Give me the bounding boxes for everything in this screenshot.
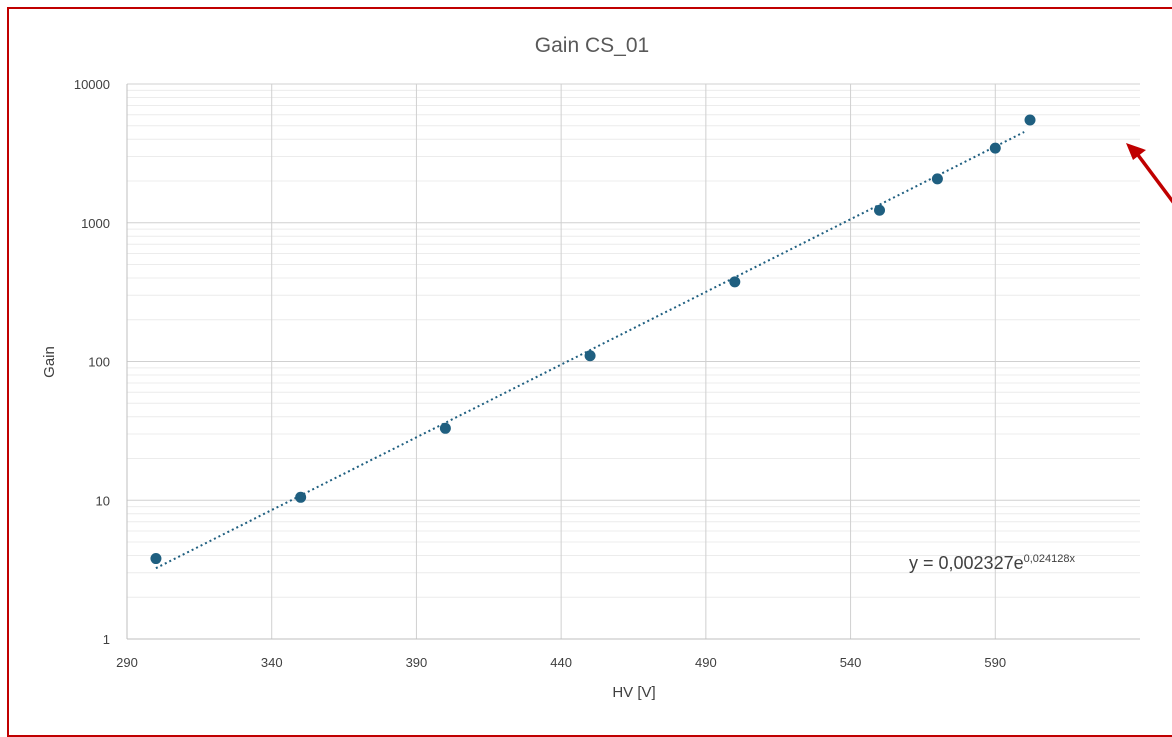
trendline-equation: y = 0,002327e0,024128x	[909, 553, 1075, 573]
data-point	[931, 173, 943, 185]
minor-gridlines	[127, 89, 1140, 598]
y-tick-label: 10	[96, 493, 110, 508]
arrow-shaft	[1136, 153, 1172, 204]
y-tick-label: 100	[88, 355, 110, 370]
arrow-head	[1126, 143, 1146, 160]
x-tick-labels: 290 340 390 440 490 540 590	[116, 655, 1006, 670]
data-points	[150, 114, 1036, 565]
trendline	[155, 131, 1025, 570]
data-point	[729, 276, 741, 288]
data-point	[989, 142, 1001, 154]
equation-base: y = 0,002327e	[909, 553, 1024, 573]
y-axis-title: Gain	[41, 346, 58, 378]
x-tick-label: 340	[261, 655, 283, 670]
x-tick-label: 440	[550, 655, 572, 670]
x-tick-label: 590	[984, 655, 1006, 670]
chart-title: Gain CS_01	[535, 34, 649, 57]
x-tick-label: 390	[406, 655, 428, 670]
data-point	[584, 350, 596, 362]
trendline-path	[155, 131, 1025, 570]
data-point	[150, 553, 162, 565]
x-tick-label: 540	[840, 655, 862, 670]
y-tick-label: 1	[103, 632, 110, 647]
x-tick-label: 490	[695, 655, 717, 670]
data-point	[874, 204, 886, 216]
y-tick-labels: 1 10 100 1000 10000	[74, 77, 110, 647]
y-tick-label: 1000	[81, 216, 110, 231]
equation-exponent: 0,024128x	[1024, 553, 1076, 565]
data-point	[1024, 114, 1036, 126]
x-tick-label: 290	[116, 655, 138, 670]
data-point	[439, 422, 451, 434]
annotation-arrow	[1126, 143, 1172, 204]
x-axis-title: HV [V]	[612, 684, 655, 701]
data-point	[295, 491, 307, 503]
axes	[126, 84, 1140, 640]
y-tick-label: 10000	[74, 77, 110, 92]
